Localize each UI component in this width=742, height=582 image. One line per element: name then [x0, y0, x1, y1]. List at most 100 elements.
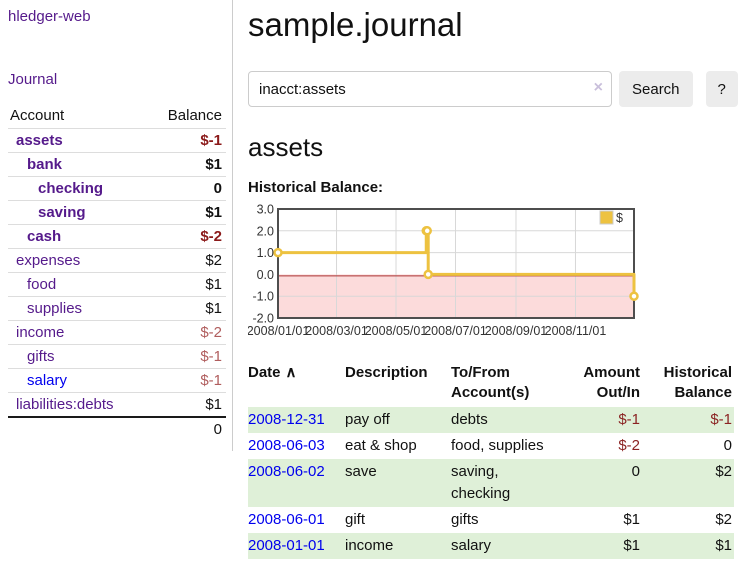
- x-tick-label: 2008/05/01: [365, 324, 428, 338]
- app-brand-link[interactable]: hledger-web: [8, 8, 91, 25]
- account-name-cell: assets: [8, 128, 148, 153]
- register-description: save: [345, 463, 377, 480]
- x-tick-label: 2008/07/01: [424, 324, 487, 338]
- clear-search-icon[interactable]: ×: [593, 79, 603, 96]
- account-name-cell: salary: [8, 368, 148, 393]
- register-header-to-from-account-s-: To/From Account(s): [451, 364, 530, 401]
- page-title: sample.journal: [248, 6, 463, 43]
- account-name-cell: checking: [8, 176, 148, 201]
- sort-ascending-icon: ∧: [285, 364, 297, 381]
- register-header-description: Description: [345, 364, 428, 381]
- accounts-tbody: assets $-1 bank $1 checking 0 saving $1 cash $-2 e…: [8, 128, 226, 441]
- x-tick-label: 2008/09/01: [485, 324, 548, 338]
- account-row: bank $1: [8, 152, 226, 177]
- register-date-cell: 2008-01-01: [248, 533, 345, 559]
- account-link[interactable]: supplies: [27, 300, 83, 317]
- x-tick-label: 2008/01/01: [248, 324, 309, 338]
- accounts-header-balance: Balance: [147, 104, 226, 129]
- search-input-wrap: ×: [248, 71, 612, 107]
- y-tick-label: 1.0: [257, 246, 274, 260]
- legend-swatch: [599, 210, 614, 225]
- account-row: expenses $2: [8, 248, 226, 273]
- register-description: income: [345, 537, 394, 554]
- register-amount: $-2: [618, 437, 640, 454]
- transaction-date-link[interactable]: 2008-06-03: [248, 437, 325, 454]
- y-tick-label: 2.0: [257, 224, 274, 238]
- search-button[interactable]: Search: [619, 71, 693, 107]
- data-point-marker: [629, 291, 639, 301]
- register-header-date[interactable]: Date ∧: [248, 364, 297, 381]
- register-tbody: 2008-12-31 pay off debts $-1 $-1 2008-06-03 ea…: [248, 407, 734, 559]
- x-tick-label: 2008/03/01: [305, 324, 368, 338]
- help-button[interactable]: ?: [705, 71, 738, 107]
- transaction-date-link[interactable]: 2008-12-31: [248, 411, 325, 428]
- account-row: checking 0: [8, 176, 226, 201]
- register-balance: 0: [723, 437, 732, 454]
- account-name-cell: liabilities:debts: [8, 392, 148, 418]
- account-link[interactable]: cash: [27, 228, 62, 245]
- register-accounts: saving, checking: [451, 463, 511, 502]
- register-accounts: food, supplies: [451, 437, 544, 454]
- account-link[interactable]: liabilities:debts: [16, 396, 114, 413]
- sidebar-item-journal[interactable]: Journal: [8, 71, 58, 88]
- main-content: sample.journal × Search ? assets Histori…: [247, 0, 738, 559]
- account-row: salary $-1: [8, 368, 226, 393]
- y-tick-label: -2.0: [252, 312, 274, 326]
- account-link[interactable]: assets: [16, 132, 63, 149]
- register-amount: $1: [623, 537, 640, 554]
- account-name-cell: cash: [8, 224, 148, 249]
- register-header-historical-balance: Historical Balance: [663, 364, 732, 401]
- register-header-amount-out-in: Amount Out/In: [583, 364, 640, 401]
- account-link[interactable]: checking: [38, 180, 104, 197]
- search-input[interactable]: [248, 71, 612, 107]
- register-date-cell: 2008-06-03: [248, 433, 345, 459]
- register-accounts: salary: [451, 537, 492, 554]
- register-balance: $1: [715, 537, 732, 554]
- account-balance: $1: [147, 296, 226, 321]
- account-link[interactable]: income: [16, 324, 65, 341]
- transaction-date-link[interactable]: 2008-06-02: [248, 463, 325, 480]
- transaction-date-link[interactable]: 2008-06-01: [248, 511, 325, 528]
- account-balance: $-2: [147, 224, 226, 249]
- account-balance: $1: [147, 152, 226, 177]
- account-row: cash $-2: [8, 224, 226, 249]
- sidebar: hledger-web Journal Account Balance asse…: [0, 0, 233, 451]
- chart-border: [277, 208, 635, 319]
- account-name-cell: gifts: [8, 344, 148, 369]
- accounts-total-row: 0: [8, 416, 226, 441]
- legend-label: $: [616, 211, 623, 225]
- account-link[interactable]: salary: [27, 372, 68, 389]
- register-balance: $2: [715, 511, 732, 528]
- y-tick-label: 3.0: [257, 203, 274, 217]
- account-balance: 0: [147, 176, 226, 201]
- accounts-balance-table: Account Balance assets $-1 bank $1 checking 0…: [8, 104, 226, 441]
- register-row: 2008-06-02 save saving, checking 0 $2: [248, 459, 734, 507]
- account-link[interactable]: bank: [27, 156, 63, 173]
- historical-balance-chart: $3.0 2.0 1.0 0.0 -1.0 -2.0 2008/01/01 2008/03/0…: [247, 203, 734, 345]
- account-name-cell: food: [8, 272, 148, 297]
- account-row: assets $-1: [8, 128, 226, 153]
- account-link[interactable]: saving: [38, 204, 86, 221]
- account-balance: $1: [147, 272, 226, 297]
- account-balance: $1: [147, 392, 226, 418]
- register-amount: 0: [631, 463, 640, 480]
- data-point-marker: [422, 226, 432, 236]
- register-amount: $1: [623, 511, 640, 528]
- account-row: income $-2: [8, 320, 226, 345]
- register-description: pay off: [345, 411, 390, 428]
- register-description: gift: [345, 511, 366, 528]
- transaction-date-link[interactable]: 2008-01-01: [248, 537, 325, 554]
- account-balance: $-2: [147, 320, 226, 345]
- account-name-cell: supplies: [8, 296, 148, 321]
- register-header-row: Date ∧ Description To/From Account(s) Amount…: [248, 361, 734, 407]
- register-row: 2008-06-03 eat & shop food, supplies $-2 0: [248, 433, 734, 459]
- register-accounts: gifts: [451, 511, 479, 528]
- register-amount: $-1: [618, 411, 640, 428]
- account-balance: $-1: [147, 344, 226, 369]
- account-link[interactable]: expenses: [16, 252, 81, 269]
- register-description: eat & shop: [345, 437, 417, 454]
- register-row: 2008-12-31 pay off debts $-1 $-1: [248, 407, 734, 433]
- data-point-marker: [273, 247, 283, 258]
- account-link[interactable]: food: [27, 276, 57, 293]
- account-link[interactable]: gifts: [27, 348, 55, 365]
